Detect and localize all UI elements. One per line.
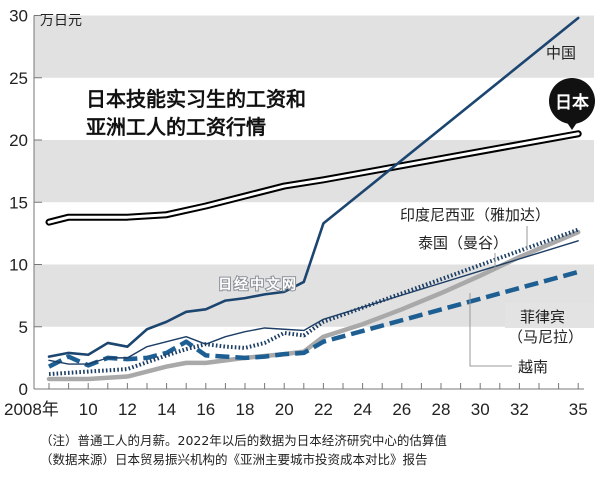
watermark: 日经中文网 xyxy=(218,276,298,293)
x-tick-label: 22 xyxy=(314,400,333,419)
chart-title-line1: 日本技能实习生的工资和 xyxy=(86,87,306,111)
label-philippines-line2: （马尼拉） xyxy=(508,328,583,346)
label-japan: 日本 xyxy=(555,92,589,113)
x-tick-label: 20 xyxy=(275,400,294,419)
x-tick-label: 10 xyxy=(79,400,98,419)
y-tick-label: 5 xyxy=(19,318,28,337)
series-line-japan xyxy=(47,132,580,224)
y-tick-label: 0 xyxy=(19,380,28,399)
gray-band xyxy=(34,264,594,327)
y-tick-label: 20 xyxy=(9,131,28,150)
x-tick-label: 18 xyxy=(236,400,255,419)
chart-source: （数据来源）日本贸易振兴机构的《亚洲主要城市投资成本对比》报告 xyxy=(40,452,428,467)
series-lines xyxy=(45,16,582,382)
label-china: 中国 xyxy=(546,44,576,62)
label-indonesia: 印度尼西亚（雅加达） xyxy=(400,206,550,224)
philippines-label-bg xyxy=(505,303,594,328)
background-bands xyxy=(34,15,594,327)
leader-line-vietnam xyxy=(469,293,512,367)
x-tick-label: 12 xyxy=(118,400,137,419)
series-line-china xyxy=(47,16,580,358)
x-tick-label: 24 xyxy=(353,400,372,419)
x-tick-label: 35 xyxy=(569,400,588,419)
chart-note: （注）普通工人的月薪。2022年以后的数据为日本经济研究中心的估算值 xyxy=(40,433,447,448)
japan-badge-pointer xyxy=(566,121,578,130)
gray-band xyxy=(34,15,594,78)
x-tick-label: 16 xyxy=(196,400,215,419)
y-tick-label: 30 xyxy=(9,7,28,26)
y-tick-label: 10 xyxy=(9,256,28,275)
y-tick-label: 15 xyxy=(9,193,28,212)
label-vietnam: 越南 xyxy=(518,358,548,376)
series-line-indonesia xyxy=(48,240,579,365)
y-tick-label: 25 xyxy=(9,69,28,88)
x-tick-label: 32 xyxy=(510,400,529,419)
label-thailand: 泰国（曼谷） xyxy=(418,234,508,252)
series-line-thailand xyxy=(48,227,579,377)
x-tick-label: 28 xyxy=(432,400,451,419)
y-unit-label: 万日元 xyxy=(40,13,82,29)
chart-title-line2: 亚洲工人的工资行情 xyxy=(86,115,266,139)
japan-badge: 日本 xyxy=(549,78,595,130)
x-tick-label: 14 xyxy=(157,400,176,419)
x-tick-label: 26 xyxy=(392,400,411,419)
wage-line-chart: 0 5 10 15 20 25 30 2008年 10 12 14 16 18 20 22 24 26 28 30 3… xyxy=(4,7,595,420)
japan-badge-circle xyxy=(549,78,595,124)
x-tick-label: 2008年 xyxy=(4,400,59,419)
x-tick-label: 30 xyxy=(471,400,490,419)
label-philippines-line1: 菲律宾 xyxy=(520,308,565,326)
series-line-vietnam xyxy=(46,229,581,382)
axes: 0 5 10 15 20 25 30 2008年 10 12 14 16 18 20 22 24 26 28 30 3… xyxy=(4,7,588,420)
